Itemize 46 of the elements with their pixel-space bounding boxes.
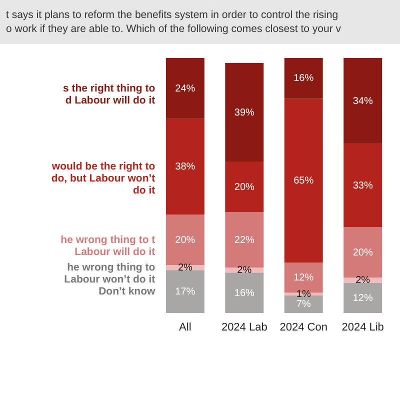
chart-subtitle: o work if they are able to. Which of the following comes closest to your v	[6, 22, 342, 36]
data-label: 39%	[234, 107, 255, 118]
data-label: 7%	[296, 299, 311, 310]
bar	[166, 270, 204, 313]
bar	[225, 272, 264, 313]
bar	[344, 227, 382, 278]
bar	[225, 162, 264, 212]
data-label: 22%	[234, 234, 255, 246]
bar	[225, 63, 264, 162]
data-label: 34%	[352, 96, 373, 107]
bar	[344, 58, 382, 144]
bar	[225, 212, 264, 268]
series-label: would be the right to do, but Labour won’t do it	[50, 160, 156, 197]
data-label: 2%	[237, 265, 252, 276]
data-label: 2%	[178, 262, 193, 274]
data-label: 12%	[294, 272, 314, 284]
bar	[284, 58, 323, 98]
bar	[284, 295, 323, 313]
bar	[166, 214, 204, 266]
x-tick-label: All	[179, 322, 192, 334]
x-tick-label: 2024 Lab	[221, 322, 268, 334]
bar	[284, 98, 323, 263]
x-tick-label: 2024 Con	[280, 322, 328, 334]
x-tick-label: 2024 Lib	[342, 322, 384, 334]
data-label: 38%	[175, 162, 196, 173]
bar	[166, 58, 204, 119]
series-label: he wrong thing to t Labour will do it	[60, 234, 156, 258]
data-label: 65%	[294, 175, 314, 186]
data-label: 12%	[352, 292, 373, 304]
series-label: s the right thing to d Labour will do it	[63, 82, 156, 106]
data-label: 20%	[234, 182, 255, 193]
data-label: 1%	[296, 289, 311, 300]
bar	[344, 144, 382, 228]
chart-title: t says it plans to reform the benefits system in order to control the rising	[6, 8, 340, 22]
data-label: 33%	[352, 180, 373, 192]
data-label: 20%	[175, 234, 196, 246]
bar	[166, 118, 204, 215]
bar	[344, 282, 382, 313]
series-label: Don’t know	[98, 286, 156, 298]
data-label: 16%	[234, 288, 255, 299]
series-label: he wrong thing to Labour won’t do it	[64, 262, 156, 286]
data-label: 20%	[352, 247, 373, 258]
data-label: 17%	[175, 286, 196, 298]
data-label: 24%	[175, 83, 196, 94]
data-label: 16%	[294, 73, 314, 84]
data-label: 2%	[356, 275, 370, 286]
